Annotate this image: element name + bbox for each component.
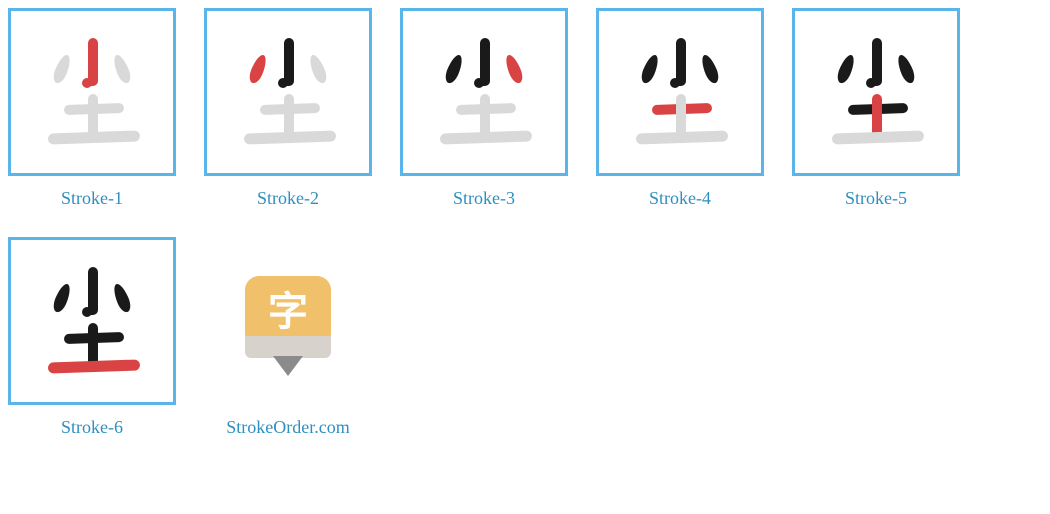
logo-holder: 字 [204,237,372,405]
stroke-1 [88,38,98,86]
stroke-caption: Stroke-4 [649,188,711,209]
stroke-1 [480,38,490,86]
stroke-panel: Stroke-6 [8,237,176,438]
character-glyph [424,32,544,152]
stroke-caption: Stroke-1 [61,188,123,209]
stroke-3 [307,53,329,85]
stroke-1 [284,38,294,86]
stroke-6 [440,130,532,144]
stroke-6 [636,130,728,144]
stroke-3 [111,53,133,85]
stroke-2 [639,53,661,85]
character-glyph [32,32,152,152]
stroke-panel: Stroke-1 [8,8,176,209]
stroke-box [8,237,176,405]
stroke-1 [676,38,686,86]
stroke-2 [51,282,73,314]
stroke-2 [247,53,269,85]
stroke-3 [699,53,721,85]
stroke-2 [51,53,73,85]
stroke-panel: Stroke-2 [204,8,372,209]
stroke-box [792,8,960,176]
stroke-1 [872,38,882,86]
stroke-order-grid: Stroke-1 Stroke-2 Stroke-3 Stroke-4 Stroke-5… [8,8,1042,438]
stroke-box [400,8,568,176]
stroke-1 [88,267,98,315]
stroke-6 [832,130,924,144]
stroke-box [8,8,176,176]
site-logo-icon: 字 [233,266,343,376]
stroke-box [204,8,372,176]
stroke-caption: Stroke-3 [453,188,515,209]
stroke-panel: Stroke-3 [400,8,568,209]
stroke-3 [503,53,525,85]
stroke-2 [835,53,857,85]
character-glyph [816,32,936,152]
character-glyph [620,32,740,152]
logo-glyph: 字 [245,276,331,340]
stroke-caption: Stroke-6 [61,417,123,438]
logo-cell: 字 StrokeOrder.com [204,237,372,438]
stroke-caption: Stroke-2 [257,188,319,209]
stroke-caption: Stroke-5 [845,188,907,209]
stroke-6 [48,359,140,373]
stroke-panel: Stroke-4 [596,8,764,209]
stroke-6 [48,130,140,144]
stroke-box [596,8,764,176]
stroke-3 [111,282,133,314]
stroke-3 [895,53,917,85]
character-glyph [228,32,348,152]
logo-body [245,336,331,358]
stroke-6 [244,130,336,144]
character-glyph [32,261,152,381]
site-caption: StrokeOrder.com [226,417,349,438]
logo-tip [273,356,303,376]
stroke-2 [443,53,465,85]
stroke-panel: Stroke-5 [792,8,960,209]
